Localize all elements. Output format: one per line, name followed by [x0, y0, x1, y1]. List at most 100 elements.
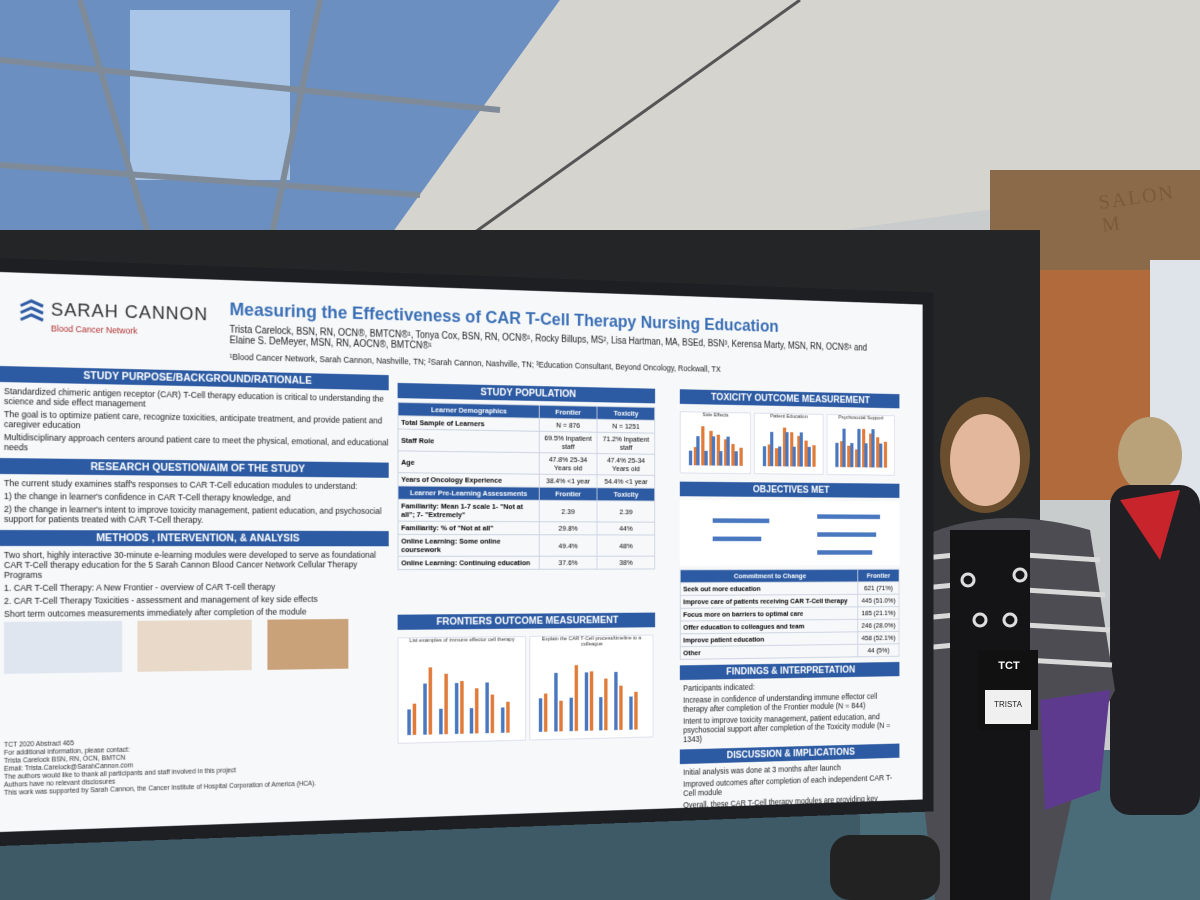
table-cell: Years of Oncology Experience [398, 472, 539, 488]
section-text: Participants indicated: [683, 682, 755, 693]
section-heading: RESEARCH QUESTION/AIM OF THE STUDY [0, 458, 389, 478]
chart-bar [726, 436, 731, 466]
table-cell: Online Learning: Continuing education [398, 556, 539, 570]
frontiers-charts: List examples of immune effector cell th… [397, 631, 655, 748]
chart-title: Side Effects [702, 412, 729, 419]
table-cell: 458 (52.1%) [857, 631, 900, 645]
chart-bar [719, 450, 723, 466]
table-cell: 44% [597, 521, 655, 536]
chart-bar [454, 683, 459, 734]
chart-bar [711, 436, 715, 466]
chart-bar [459, 680, 464, 734]
section-text: 2) the change in learner's intent to imp… [3, 504, 382, 525]
toxicity-charts: Side Effects Patient Education Psychosocia… [679, 408, 900, 479]
section-text: The current study examines staff's respo… [3, 478, 358, 491]
chart-bar [485, 682, 490, 734]
chart-bar [762, 446, 767, 467]
table-cell: 47.8% 25-34 Years old [538, 452, 598, 475]
logo-name: SARAH CANNON [50, 299, 209, 326]
table-cell: 246 (28.0%) [857, 618, 900, 632]
chart-bar [857, 428, 861, 468]
commitment-table: Commitment to Change Frontier Seek out mor… [680, 569, 900, 660]
chart-bar [604, 678, 608, 731]
chart-bar [506, 701, 510, 733]
table-cell: 2.39 [538, 500, 598, 522]
table-cell: 44 (5%) [857, 643, 900, 657]
table-cell: 54.4% <1 year [597, 474, 655, 489]
table-cell: 37.6% [538, 556, 598, 570]
badge-event: TCT [998, 660, 1020, 672]
header-cell: Frontier [857, 569, 900, 582]
chart-bar [696, 435, 700, 466]
chart-bar [835, 442, 839, 468]
table-cell: Online Learning: Some online coursework [398, 534, 539, 557]
chart-bar [807, 447, 811, 467]
chart-bar [412, 703, 417, 735]
objectives-chart [679, 499, 900, 566]
chart-bar [569, 697, 573, 732]
chart-bar [490, 694, 495, 734]
table-row: Age 47.8% 25-34 Years old 47.4% 25-34 Year… [398, 450, 655, 476]
chart-bar [470, 707, 474, 734]
chart-bar [734, 450, 738, 466]
table-row: Online Learning: Continuing education 37.… [398, 556, 655, 570]
table-cell: 48% [597, 534, 655, 557]
chart-bar [864, 443, 868, 468]
chart-bar [543, 693, 548, 732]
section-text: Standardized chimeric antigen receptor (… [3, 386, 384, 409]
section-heading: DISCUSSION & IMPLICATIONS [679, 743, 900, 765]
table-cell: 29.8% [538, 521, 598, 535]
study-population: STUDY POPULATION Learner Demographics Fro… [397, 377, 656, 570]
chart-bar [423, 683, 427, 735]
chart-bar [614, 672, 618, 731]
section-text: The goal is to optimize patient care, re… [3, 409, 383, 431]
section-heading: OBJECTIVES MET [679, 481, 900, 498]
chart-bar [444, 673, 448, 735]
section-text: Short term outcomes measurements immedia… [3, 606, 307, 619]
header-cell: Frontier [538, 405, 598, 420]
chart-bar [584, 672, 588, 731]
table-header: Commitment to Change Frontier [680, 569, 900, 583]
table-cell: 185 (21.1%) [857, 606, 900, 620]
table-cell: 38.4% <1 year [538, 474, 598, 488]
table-cell: 621 (71%) [857, 581, 900, 595]
chart-bar [589, 671, 593, 731]
section-text: Intent to improve toxicity management, p… [683, 712, 891, 744]
chart-bar [739, 447, 743, 466]
footer: TCT 2020 Abstract 465 For additional info… [4, 733, 392, 798]
chart-bar [438, 708, 443, 735]
chart-panel: Side Effects [679, 411, 751, 475]
frontiers: FRONTIERS OUTCOME MEASUREMENT List examp… [397, 607, 656, 748]
chart-bar [883, 441, 887, 468]
chart-bar [599, 696, 603, 731]
chart-title: Psychosocial Support [838, 415, 884, 422]
chart-title: Explain the CAR T-Cell process/timeline … [541, 635, 642, 648]
section-text: 2. CAR T-Cell Therapy Toxicities - asses… [3, 594, 318, 606]
chart-bar [554, 673, 558, 732]
chart-bar [879, 443, 883, 468]
section-heading: METHODS , INTERVENTION, & ANALYSIS [0, 530, 389, 547]
table-cell: N = 876 [538, 418, 598, 433]
table-row: Familiarity: Mean 1-7 scale 1- "Not at a… [398, 499, 655, 523]
table-cell: Staff Role [398, 428, 539, 453]
section-heading: FRONTIERS OUTCOME MEASUREMENT [397, 612, 656, 630]
chart-bar [475, 687, 479, 734]
chart-bar [538, 698, 543, 732]
table-cell: 49.4% [538, 534, 598, 557]
chart-bar [619, 685, 623, 730]
section-heading: STUDY POPULATION [397, 382, 656, 404]
table-cell: 2.39 [597, 500, 655, 523]
section-heading: TOXICITY OUTCOME MEASUREMENT [679, 389, 900, 409]
poster: SARAH CANNON Blood Cancer Network Measur… [0, 272, 923, 832]
chart-panel: Explain the CAR T-Cell process/timeline … [529, 634, 654, 741]
chart-panel: List examples of immune effector cell th… [397, 636, 526, 744]
chart-bar [629, 696, 633, 730]
population-table: Learner Demographics Frontier Toxicity Tota… [398, 402, 655, 570]
table-row: Familiarity: % of "Not at all" 29.8% 44% [398, 521, 655, 536]
table-cell: Seek out more education [680, 581, 858, 596]
table-cell: Familiarity: Mean 1-7 scale 1- "Not at a… [398, 499, 539, 522]
module-images [3, 618, 386, 674]
table-cell: N = 1251 [597, 419, 655, 434]
chart-bar [842, 428, 846, 468]
